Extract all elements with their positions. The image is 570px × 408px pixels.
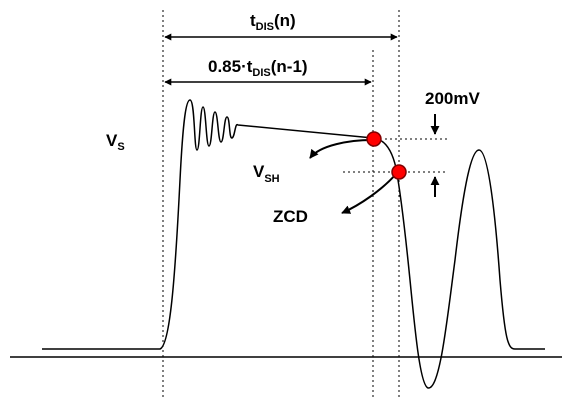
mv200-label: 200mV: [425, 89, 480, 108]
zcd-sample-point: [391, 164, 407, 180]
zcd-label: ZCD: [273, 207, 308, 226]
v-sh-label: VSH: [253, 162, 280, 185]
vs-waveform: [42, 99, 545, 389]
vsh-pointer-arrow: [309, 139, 373, 159]
zcd-pointer-arrow: [341, 172, 398, 214]
t-dis-prev-label: 0.85·tDIS(n-1): [208, 57, 308, 79]
v-s-label: VS: [106, 131, 125, 153]
t-dis-n-label: tDIS(n): [250, 11, 296, 33]
vsh-sample-point: [366, 131, 382, 147]
